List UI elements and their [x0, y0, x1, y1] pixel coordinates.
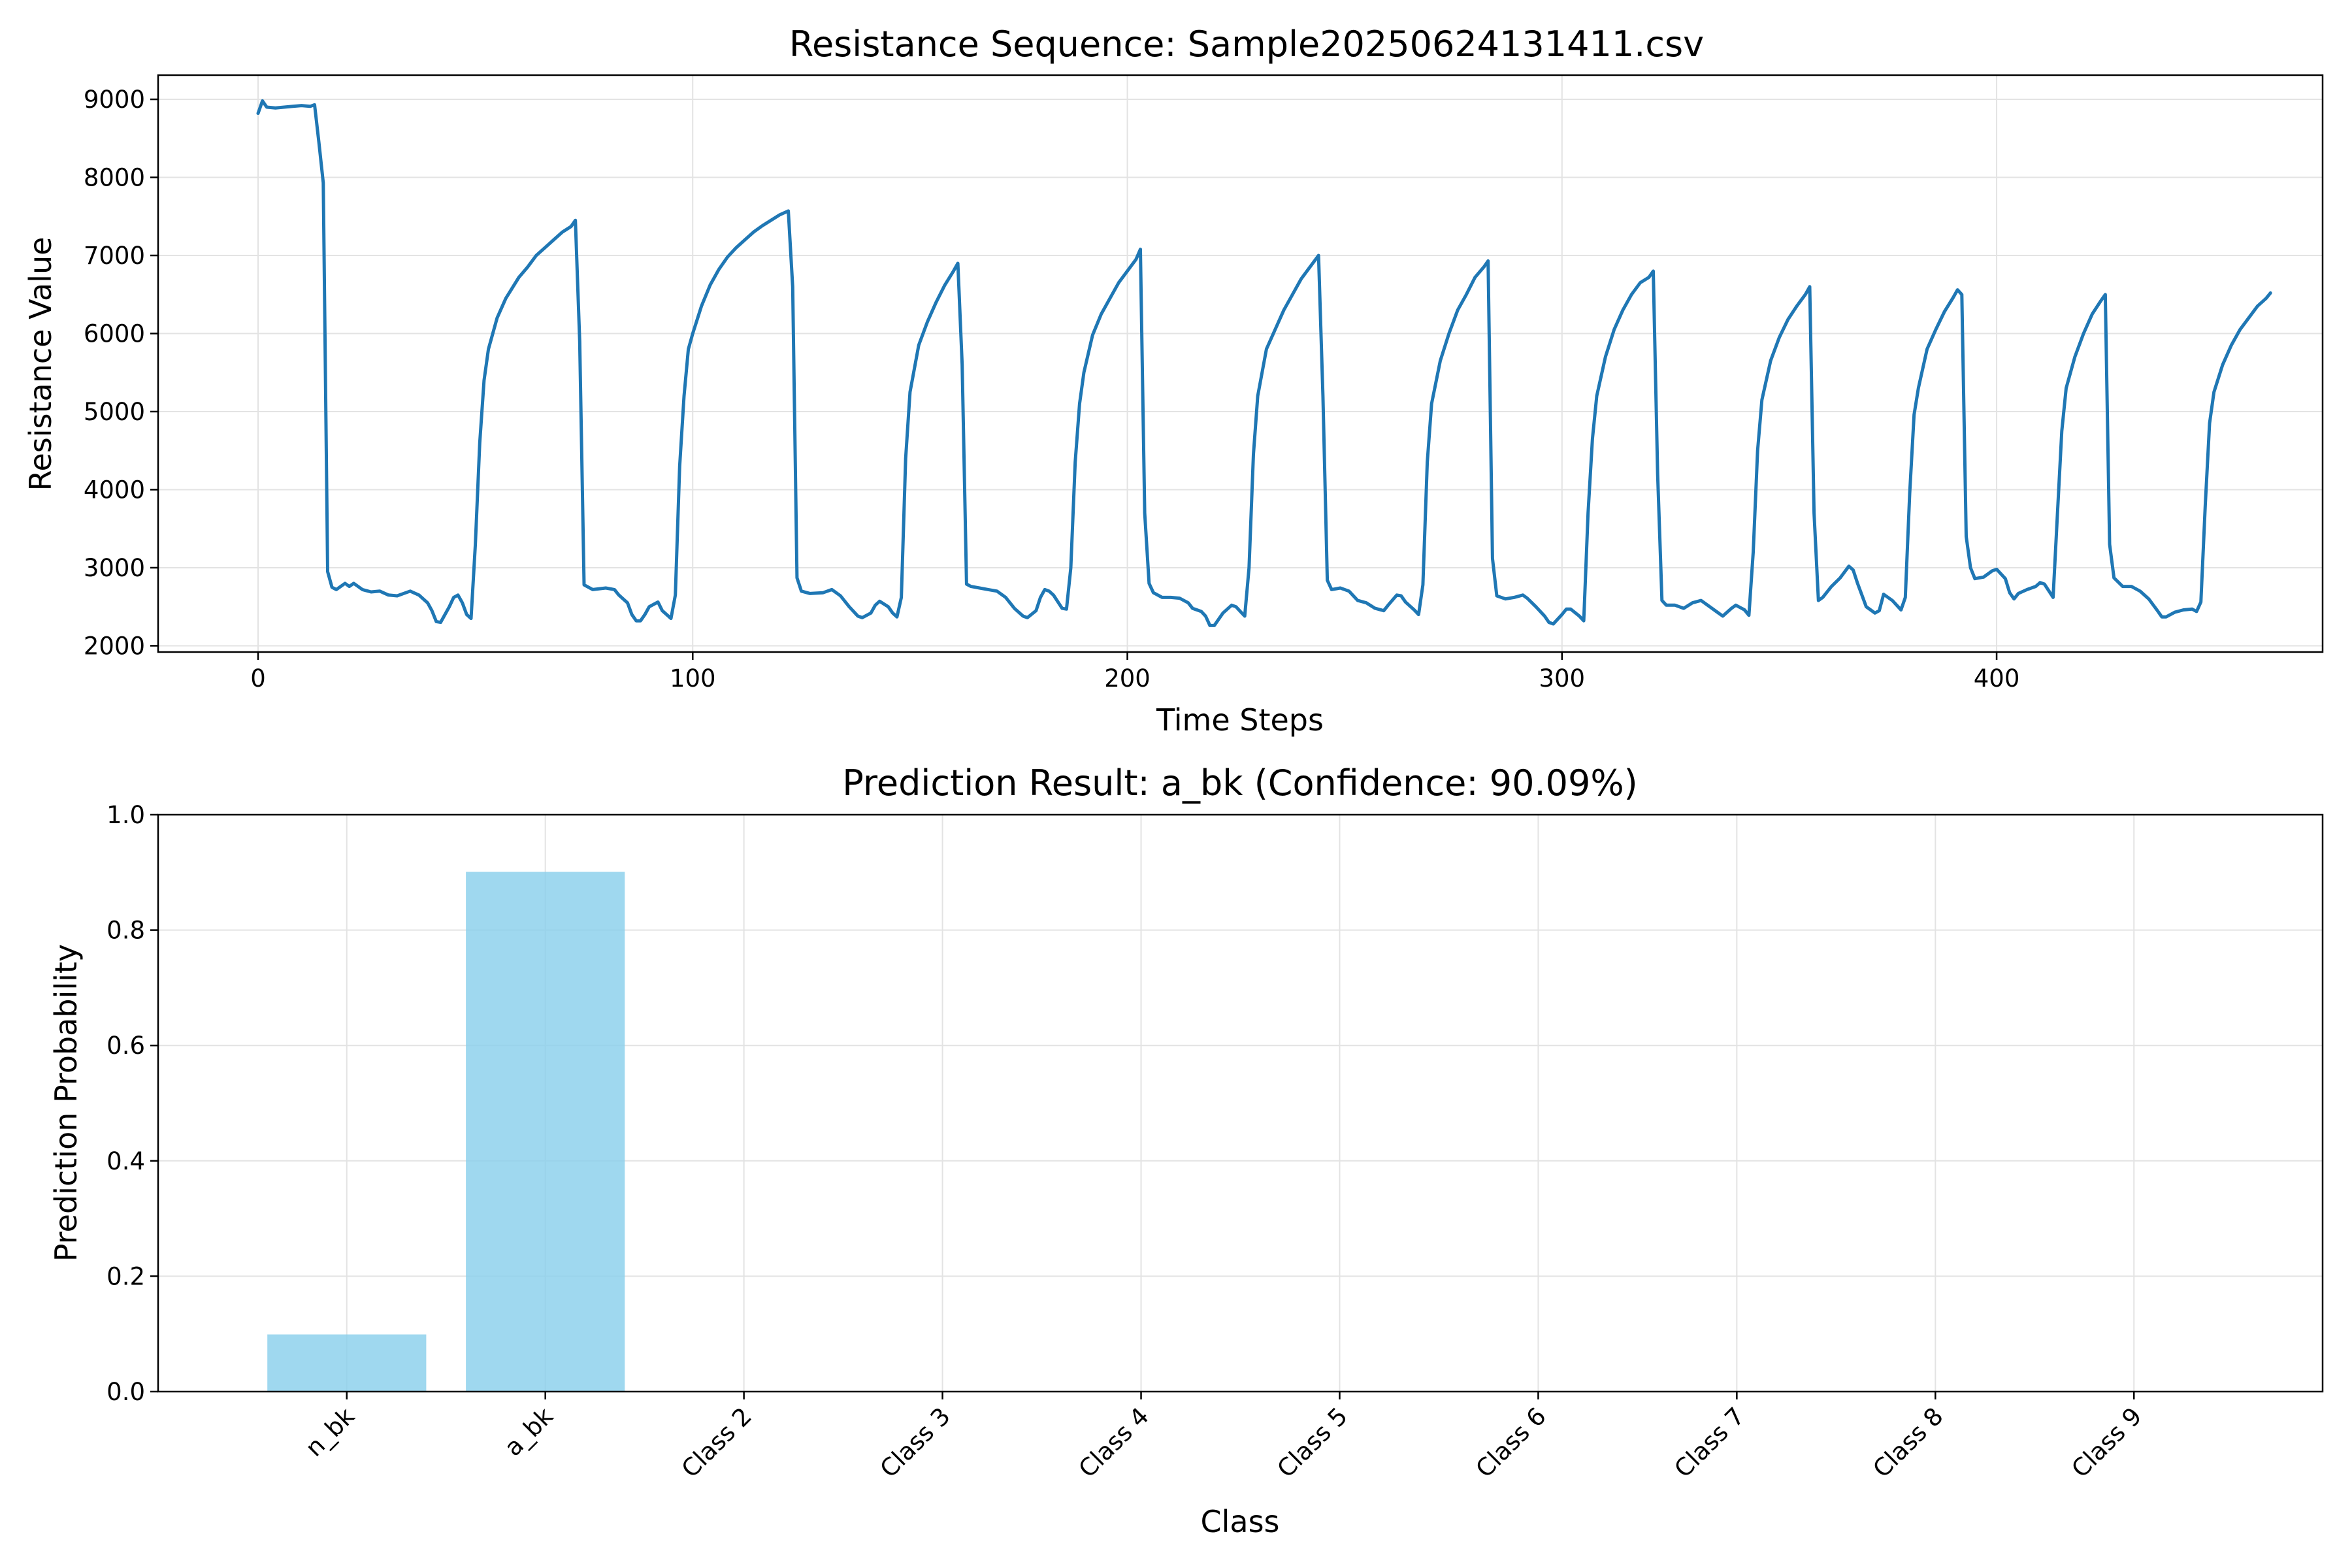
line-chart-y-tick-label: 6000 [84, 319, 145, 348]
line-chart-y-tick-label: 7000 [84, 242, 145, 270]
bar-chart-y-axis-label: Prediction Probability [48, 944, 84, 1262]
line-chart-y-tick-label: 2000 [84, 632, 145, 660]
line-chart-y-axis-label: Resistance Value [23, 237, 58, 491]
bar-chart-title: Prediction Result: a_bk (Confidence: 90.… [842, 762, 1637, 804]
line-chart-y-tick-label: 8000 [84, 164, 145, 192]
line-chart-x-axis-label: Time Steps [1156, 702, 1324, 738]
bar-a-bk [466, 872, 625, 1392]
bar-chart-y-tick-label: 0.2 [106, 1262, 145, 1290]
line-chart-x-tick-label: 100 [670, 664, 716, 693]
line-chart-frame [157, 74, 2324, 653]
bar-chart-y-tick-label: 0.4 [106, 1147, 145, 1175]
bar-chart-y-tick-label: 1.0 [106, 801, 145, 829]
bar-n-bk [267, 1334, 427, 1392]
resistance-line-chart: Resistance Sequence: Sample2025062413141… [23, 24, 2324, 738]
line-chart-y-tick-label: 4000 [84, 476, 145, 504]
line-chart-x-tick-label: 0 [250, 664, 266, 693]
bar-chart-frame [157, 813, 2324, 1393]
line-chart-x-tick-label: 400 [1974, 664, 2020, 693]
bar-chart-y-tick-label: 0.8 [106, 917, 145, 945]
bar-chart-y-tick-label: 0.6 [106, 1032, 145, 1060]
bar-chart-y-tick-label: 0.0 [106, 1378, 145, 1406]
line-chart-y-tick-label: 5000 [84, 398, 145, 426]
bar-chart-bars [267, 872, 625, 1392]
line-chart-title: Resistance Sequence: Sample2025062413141… [789, 24, 1704, 65]
line-chart-x-ticks: 0 100 200 300 400 [250, 652, 2019, 693]
bar-chart-y-ticks: 0.0 0.2 0.4 0.6 0.8 1.0 [106, 801, 158, 1406]
resistance-series-line [256, 99, 2272, 627]
line-chart-x-tick-label: 300 [1539, 664, 1585, 693]
line-chart-y-tick-label: 3000 [84, 554, 145, 582]
line-chart-y-ticks: 2000 3000 4000 5000 6000 7000 8000 9000 [84, 86, 158, 660]
line-chart-grid [158, 75, 2323, 652]
line-chart-x-tick-label: 200 [1104, 664, 1151, 693]
line-chart-y-tick-label: 9000 [84, 86, 145, 114]
bar-chart-x-axis-label: Class [1200, 1504, 1279, 1539]
